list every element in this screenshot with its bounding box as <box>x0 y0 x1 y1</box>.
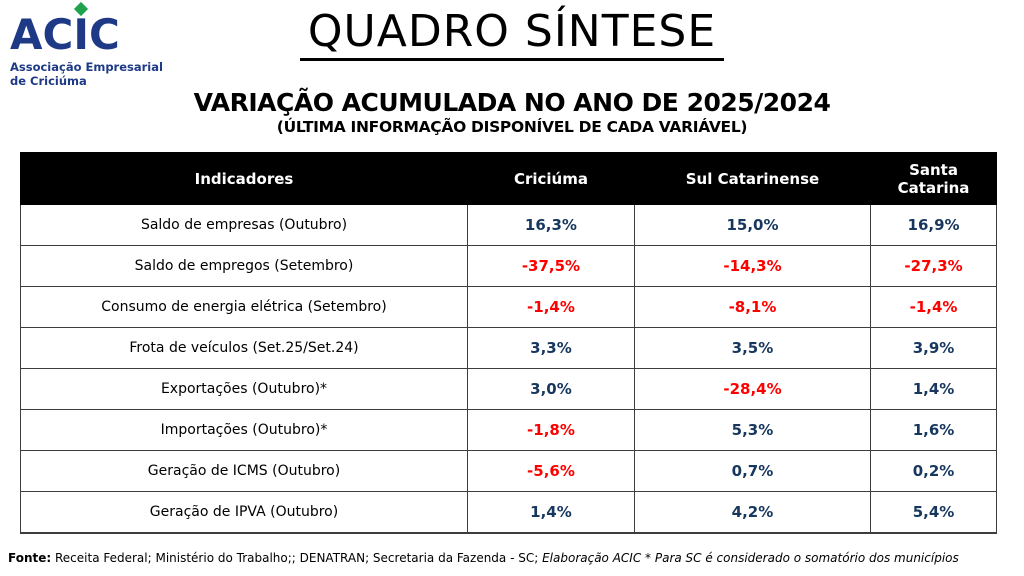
value-cell: 3,0% <box>467 368 635 410</box>
table-row: Consumo de energia elétrica (Setembro) -… <box>20 286 997 328</box>
logo-subtitle: Associação Empresarial de Criciúma <box>10 60 163 88</box>
logo-letter-i: I <box>73 1 89 56</box>
indicator-cell: Consumo de energia elétrica (Setembro) <box>20 286 468 328</box>
acic-logo: ACI C Associação Empresarial de Criciúma <box>10 1 163 88</box>
indicator-cell: Geração de ICMS (Outubro) <box>20 450 468 492</box>
logo-letters-ac: AC <box>10 10 74 59</box>
header-indicadores: Indicadores <box>20 152 468 205</box>
logo-wordmark: ACI C <box>10 1 120 59</box>
value-cell: 5,3% <box>633 409 872 451</box>
table-row: Exportações (Outubro)* 3,0% -28,4% 1,4% <box>20 368 997 410</box>
table-header-row: Indicadores Criciúma Sul Catarinense San… <box>20 152 997 205</box>
value-cell: 4,2% <box>633 491 872 534</box>
table-row: Saldo de empresas (Outubro) 16,3% 15,0% … <box>20 204 997 246</box>
table-row: Geração de ICMS (Outubro) -5,6% 0,7% 0,2… <box>20 450 997 492</box>
source-note: Elaboração ACIC * Para SC é considerado … <box>542 551 959 565</box>
value-cell: 16,9% <box>870 204 997 246</box>
value-cell: 15,0% <box>633 204 872 246</box>
value-cell: -5,6% <box>467 450 635 492</box>
value-cell: 5,4% <box>870 491 997 534</box>
source-label: Fonte: <box>8 551 52 565</box>
source-footer: Fonte: Receita Federal; Ministério do Tr… <box>8 551 959 565</box>
table-row: Saldo de empregos (Setembro) -37,5% -14,… <box>20 245 997 287</box>
value-cell: 0,2% <box>870 450 997 492</box>
value-cell: -37,5% <box>467 245 635 287</box>
table-row: Frota de veículos (Set.25/Set.24) 3,3% 3… <box>20 327 997 369</box>
value-cell: -28,4% <box>633 368 872 410</box>
value-cell: -27,3% <box>870 245 997 287</box>
summary-table: Indicadores Criciúma Sul Catarinense San… <box>20 152 997 534</box>
value-cell: 1,6% <box>870 409 997 451</box>
value-cell: -1,8% <box>467 409 635 451</box>
page-title: QUADRO SÍNTESE <box>299 6 725 61</box>
value-cell: -1,4% <box>467 286 635 328</box>
logo-subtitle-line2: de Criciúma <box>10 73 87 88</box>
value-cell: 16,3% <box>467 204 635 246</box>
value-cell: 1,4% <box>870 368 997 410</box>
indicator-cell: Frota de veículos (Set.25/Set.24) <box>20 327 468 369</box>
value-cell: -8,1% <box>633 286 872 328</box>
header-santa-catarina: Santa Catarina <box>870 152 997 205</box>
value-cell: 3,5% <box>633 327 872 369</box>
header-sul-catarinense: Sul Catarinense <box>633 152 872 205</box>
value-cell: -14,3% <box>633 245 872 287</box>
subtitle-secondary: (ÚLTIMA INFORMAÇÃO DISPONÍVEL DE CADA VA… <box>276 118 748 136</box>
value-cell: 0,7% <box>633 450 872 492</box>
indicator-cell: Saldo de empresas (Outubro) <box>20 204 468 246</box>
header-criciuma: Criciúma <box>467 152 635 205</box>
source-list: Receita Federal; Ministério do Trabalho;… <box>51 551 543 565</box>
value-cell: 3,3% <box>467 327 635 369</box>
indicator-cell: Importações (Outubro)* <box>20 409 468 451</box>
value-cell: 3,9% <box>870 327 997 369</box>
indicator-cell: Geração de IPVA (Outubro) <box>20 491 468 534</box>
indicator-cell: Exportações (Outubro)* <box>20 368 468 410</box>
table-row: Importações (Outubro)* -1,8% 5,3% 1,6% <box>20 409 997 451</box>
value-cell: 1,4% <box>467 491 635 534</box>
table-row: Geração de IPVA (Outubro) 1,4% 4,2% 5,4% <box>20 491 997 534</box>
value-cell: -1,4% <box>870 286 997 328</box>
subtitle-main: VARIAÇÃO ACUMULADA NO ANO DE 2025/2024 <box>193 88 831 117</box>
logo-letter-c: C <box>88 10 120 59</box>
indicator-cell: Saldo de empregos (Setembro) <box>20 245 468 287</box>
logo-subtitle-line1: Associação Empresarial <box>10 60 163 74</box>
